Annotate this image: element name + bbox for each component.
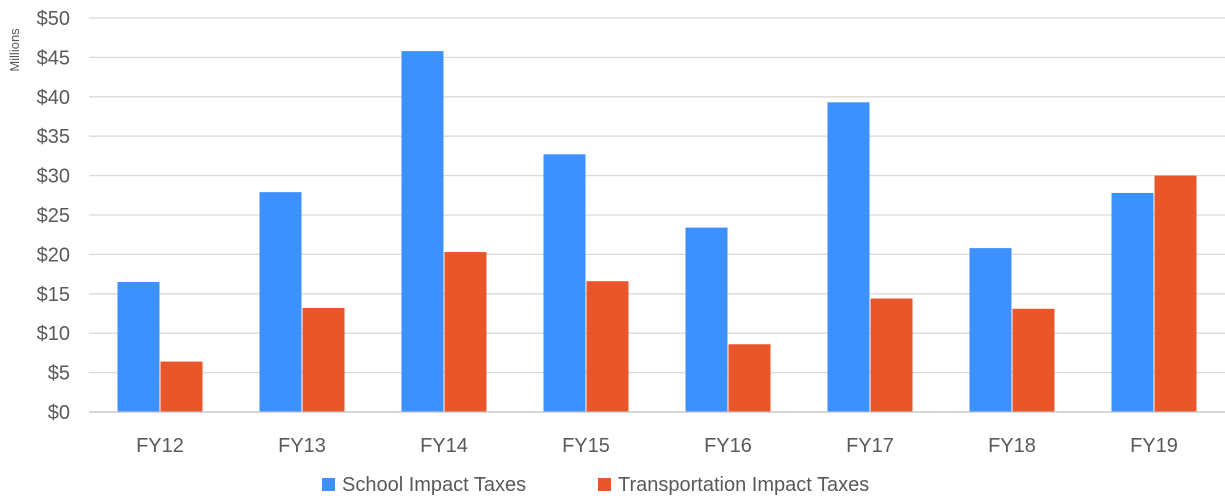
bar-school-fy12 <box>117 281 160 412</box>
bar-transportation-fy13 <box>302 307 345 412</box>
y-axis-label: Millions <box>7 28 22 72</box>
bar-transportation-fy14 <box>444 252 487 412</box>
bar-school-fy17 <box>827 102 870 412</box>
legend: School Impact Taxes Transportation Impact… <box>322 474 869 496</box>
x-tick-label: FY15 <box>562 435 610 457</box>
x-tick-label: FY12 <box>136 435 184 457</box>
y-tick-label: $5 <box>48 363 70 385</box>
y-tick-label: $15 <box>37 284 70 306</box>
bar-transportation-fy18 <box>1012 308 1055 412</box>
legend-swatch <box>322 478 335 491</box>
gridlines <box>89 17 1225 374</box>
y-tick-label: $30 <box>37 166 70 188</box>
x-tick-label: FY17 <box>846 435 894 457</box>
x-tick-label: FY13 <box>278 435 326 457</box>
x-tick-label: FY14 <box>420 435 468 457</box>
y-tick-label: $35 <box>37 126 70 148</box>
y-tick-label: $25 <box>37 205 70 227</box>
y-tick-label: $50 <box>37 8 70 30</box>
x-tick-label: FY18 <box>988 435 1036 457</box>
legend-swatch <box>598 478 611 491</box>
bar-school-fy15 <box>543 154 586 412</box>
y-tick-label: $20 <box>37 244 70 266</box>
y-tick-label: $10 <box>37 323 70 345</box>
bar-school-fy16 <box>685 227 728 412</box>
bar-school-fy13 <box>259 192 302 412</box>
x-tick-labels: FY12 FY13 FY14 FY15 FY16 FY17 FY18 FY19 <box>136 435 1178 457</box>
x-tick-label: FY16 <box>704 435 752 457</box>
legend-label: Transportation Impact Taxes <box>618 474 869 496</box>
bar-transportation-fy17 <box>870 298 913 412</box>
bar-transportation-fy15 <box>586 281 629 412</box>
bars <box>117 51 1197 412</box>
y-tick-labels: $0 $5 $10 $15 $20 $25 $30 $35 $40 $45 $50 <box>37 8 70 424</box>
bar-school-fy18 <box>969 248 1012 412</box>
bar-transportation-fy12 <box>160 361 203 412</box>
x-tick-label: FY19 <box>1130 435 1178 457</box>
y-tick-label: $40 <box>37 87 70 109</box>
bar-transportation-fy19 <box>1154 175 1197 412</box>
legend-label: School Impact Taxes <box>342 474 526 496</box>
y-tick-label: $45 <box>37 47 70 69</box>
y-tick-label: $0 <box>48 402 70 424</box>
bar-transportation-fy16 <box>728 344 771 412</box>
bar-school-fy19 <box>1111 192 1154 412</box>
bar-school-fy14 <box>401 51 444 412</box>
